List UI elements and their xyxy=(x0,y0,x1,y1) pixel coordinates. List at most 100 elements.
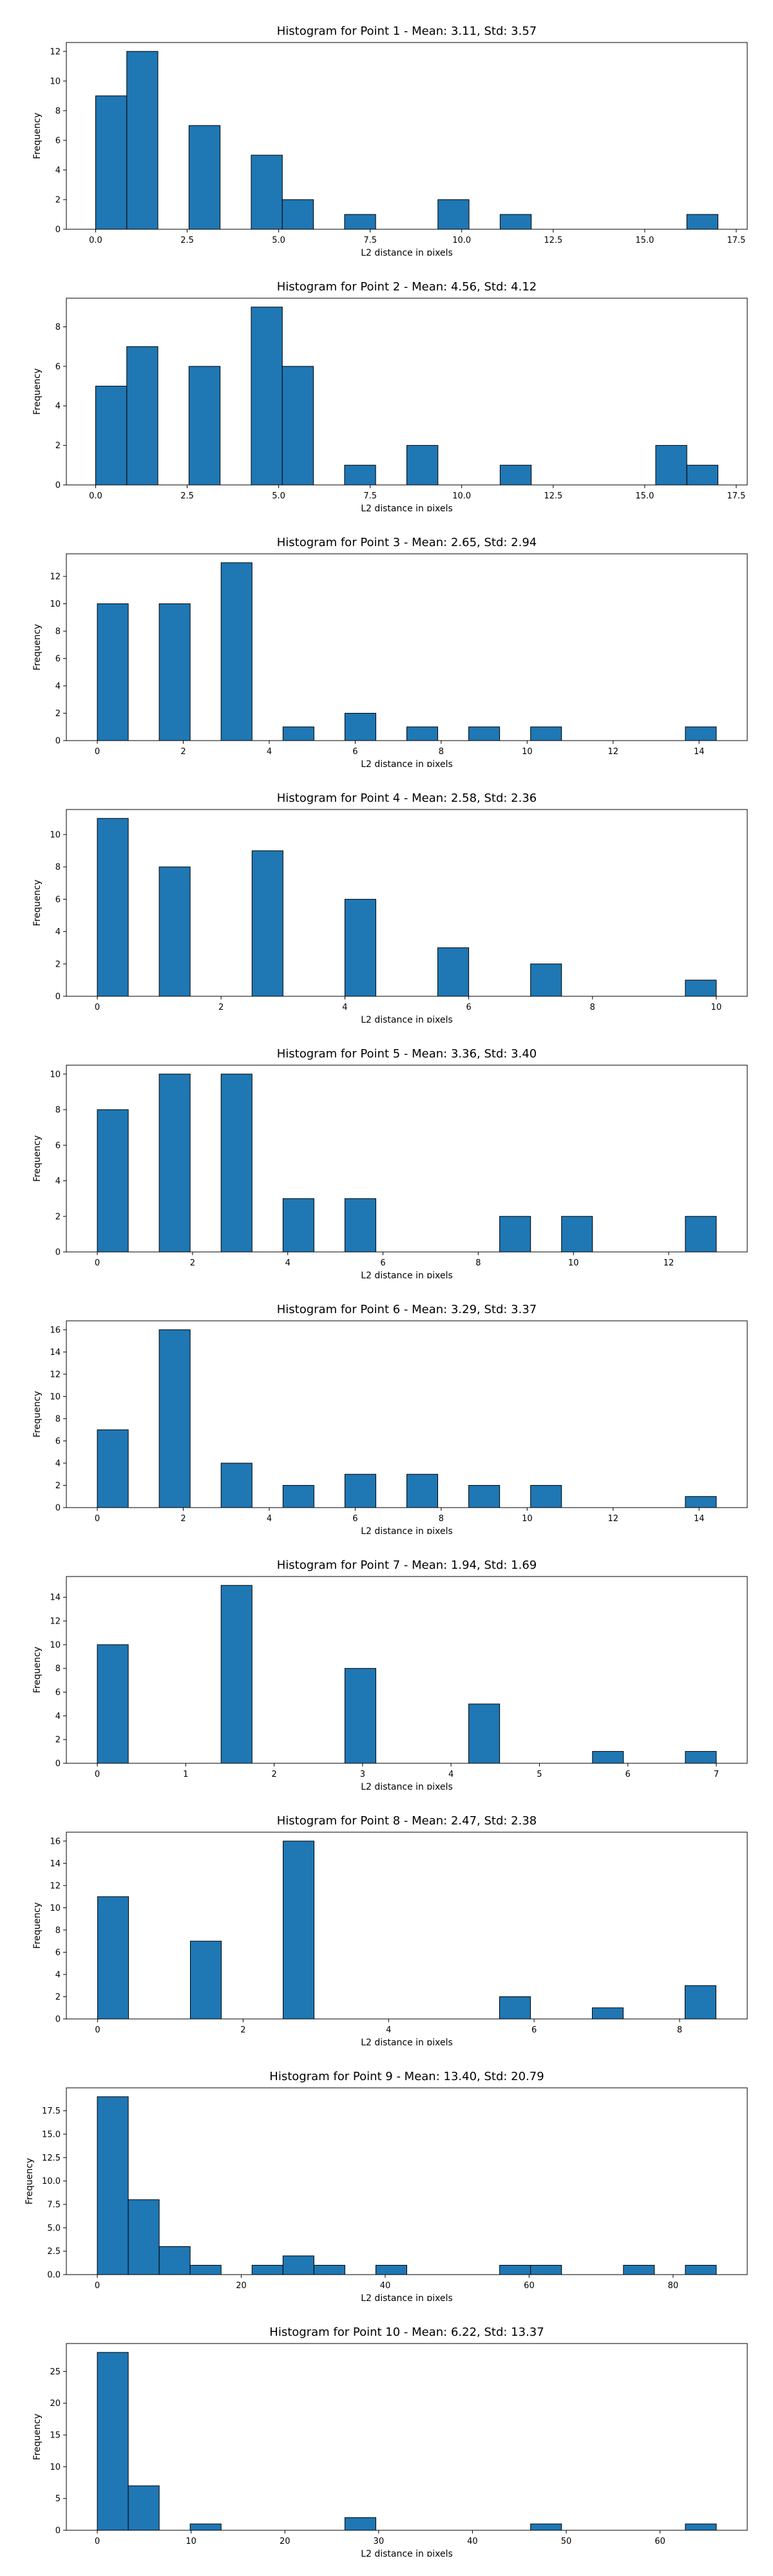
histogram-bar xyxy=(158,1074,191,1253)
chart-title: Histogram for Point 2 - Mean: 4.56, Std:… xyxy=(277,280,537,294)
y-tick-label: 0 xyxy=(55,1248,61,1258)
x-axis-label: L2 distance in pixels xyxy=(361,1271,453,1278)
histogram-bar xyxy=(97,1429,129,1508)
y-tick-label: 10 xyxy=(50,1904,61,1913)
histogram-chart-4: Histogram for Point 4 - Mean: 2.58, Std:… xyxy=(32,791,748,1023)
y-axis-label: Frequency xyxy=(24,2158,35,2204)
histogram-bar xyxy=(561,1216,593,1253)
chart-title: Histogram for Point 6 - Mean: 3.29, Std:… xyxy=(277,1303,537,1316)
x-tick-label: 20 xyxy=(236,2281,247,2291)
chart-title: Histogram for Point 4 - Mean: 2.58, Std:… xyxy=(277,791,537,805)
axes-frame xyxy=(66,1065,748,1253)
x-tick-label: 2 xyxy=(271,1770,276,1779)
x-tick-label: 15.0 xyxy=(635,491,654,501)
y-axis-label: Frequency xyxy=(32,1902,43,1949)
chart-title: Histogram for Point 9 - Mean: 13.40, Std… xyxy=(269,2070,544,2083)
x-tick-label: 6 xyxy=(531,2025,537,2035)
x-tick-label: 2.5 xyxy=(180,236,194,245)
y-tick-label: 10 xyxy=(50,77,61,86)
y-axis-label: Frequency xyxy=(32,880,43,926)
axes-frame xyxy=(66,553,748,741)
x-axis-label: L2 distance in pixels xyxy=(361,2038,453,2045)
y-tick-label: 16 xyxy=(50,1325,61,1335)
histogram-bar xyxy=(530,2523,562,2531)
y-tick-label: 17.5 xyxy=(42,2107,61,2116)
x-tick-label: 1 xyxy=(183,1770,188,1779)
y-axis-label: Frequency xyxy=(32,368,43,415)
y-tick-label: 5 xyxy=(55,2494,61,2504)
x-tick-label: 4 xyxy=(342,1003,347,1012)
histogram-bar xyxy=(685,1496,717,1508)
x-tick-label: 4 xyxy=(267,747,272,757)
x-tick-label: 2 xyxy=(218,1003,224,1012)
x-tick-label: 10 xyxy=(186,2537,196,2546)
y-tick-label: 14 xyxy=(50,1859,61,1869)
y-tick-label: 4 xyxy=(55,166,61,175)
x-tick-label: 10 xyxy=(522,1514,533,1524)
y-tick-label: 10 xyxy=(50,600,61,609)
x-tick-label: 4 xyxy=(386,2025,391,2035)
y-tick-label: 0.0 xyxy=(47,2271,61,2280)
y-tick-label: 10.0 xyxy=(42,2177,61,2186)
x-tick-label: 0 xyxy=(95,1770,100,1779)
x-tick-label: 40 xyxy=(467,2537,478,2546)
histogram-bar xyxy=(344,1668,376,1764)
histogram-bar xyxy=(592,1751,624,1764)
histogram-bar xyxy=(128,2199,160,2275)
histogram-bar xyxy=(220,1463,253,1508)
x-axis-label: L2 distance in pixels xyxy=(361,2293,453,2301)
histogram-chart-8: Histogram for Point 8 - Mean: 2.47, Std:… xyxy=(32,1814,748,2045)
chart-title: Histogram for Point 5 - Mean: 3.36, Std:… xyxy=(277,1047,537,1061)
histogram-bar xyxy=(591,2007,624,2020)
y-tick-label: 7.5 xyxy=(47,2200,61,2210)
y-tick-label: 2 xyxy=(55,1212,61,1222)
histogram-bar xyxy=(158,1329,191,1508)
y-tick-label: 12 xyxy=(50,573,61,582)
x-tick-label: 8 xyxy=(475,1258,481,1268)
histogram-bar xyxy=(188,125,221,230)
y-tick-label: 4 xyxy=(55,1177,61,1186)
x-tick-label: 10.0 xyxy=(452,236,471,245)
x-tick-label: 2 xyxy=(190,1258,195,1268)
histogram-bar xyxy=(406,726,439,741)
x-tick-label: 10 xyxy=(568,1258,579,1268)
x-tick-label: 10.0 xyxy=(452,491,471,501)
histogram-bar xyxy=(686,214,719,230)
x-tick-label: 17.5 xyxy=(727,236,745,245)
histogram-bar xyxy=(499,1216,531,1253)
histogram-bar xyxy=(220,1585,253,1764)
y-tick-label: 4 xyxy=(55,1970,61,1980)
histogram-bar xyxy=(282,1198,314,1253)
y-tick-label: 10 xyxy=(50,2463,61,2472)
x-tick-label: 6 xyxy=(352,747,358,757)
x-tick-label: 30 xyxy=(374,2537,385,2546)
y-tick-label: 8 xyxy=(55,1926,61,1935)
histogram-bar xyxy=(158,603,191,741)
x-tick-label: 12 xyxy=(608,747,619,757)
x-tick-label: 5.0 xyxy=(272,491,285,501)
y-tick-label: 4 xyxy=(55,927,61,937)
histogram-bar xyxy=(158,2246,191,2275)
histogram-bar xyxy=(685,2264,717,2275)
histogram-bar xyxy=(97,1644,129,1764)
y-tick-label: 16 xyxy=(50,1837,61,1846)
x-tick-label: 6 xyxy=(352,1514,358,1524)
histogram-bar xyxy=(344,898,376,997)
histogram-bar xyxy=(251,850,283,997)
y-tick-label: 8 xyxy=(55,1664,61,1674)
histogram-bar xyxy=(313,2264,345,2275)
y-tick-label: 6 xyxy=(55,362,61,372)
x-tick-label: 0 xyxy=(95,2025,100,2035)
histogram-bar xyxy=(188,366,221,486)
histogram-bar xyxy=(499,2264,531,2275)
y-tick-label: 0 xyxy=(55,2526,61,2536)
x-axis-label: L2 distance in pixels xyxy=(361,248,453,256)
histogram-bar xyxy=(684,1985,716,2020)
y-tick-label: 0 xyxy=(55,1759,61,1769)
x-tick-label: 0 xyxy=(95,747,100,757)
y-tick-label: 8 xyxy=(55,863,61,873)
x-tick-label: 4 xyxy=(267,1514,272,1524)
y-tick-label: 0 xyxy=(55,2015,61,2025)
y-tick-label: 10 xyxy=(50,1070,61,1079)
histogram-chart-10: Histogram for Point 10 - Mean: 6.22, Std… xyxy=(32,2325,748,2557)
